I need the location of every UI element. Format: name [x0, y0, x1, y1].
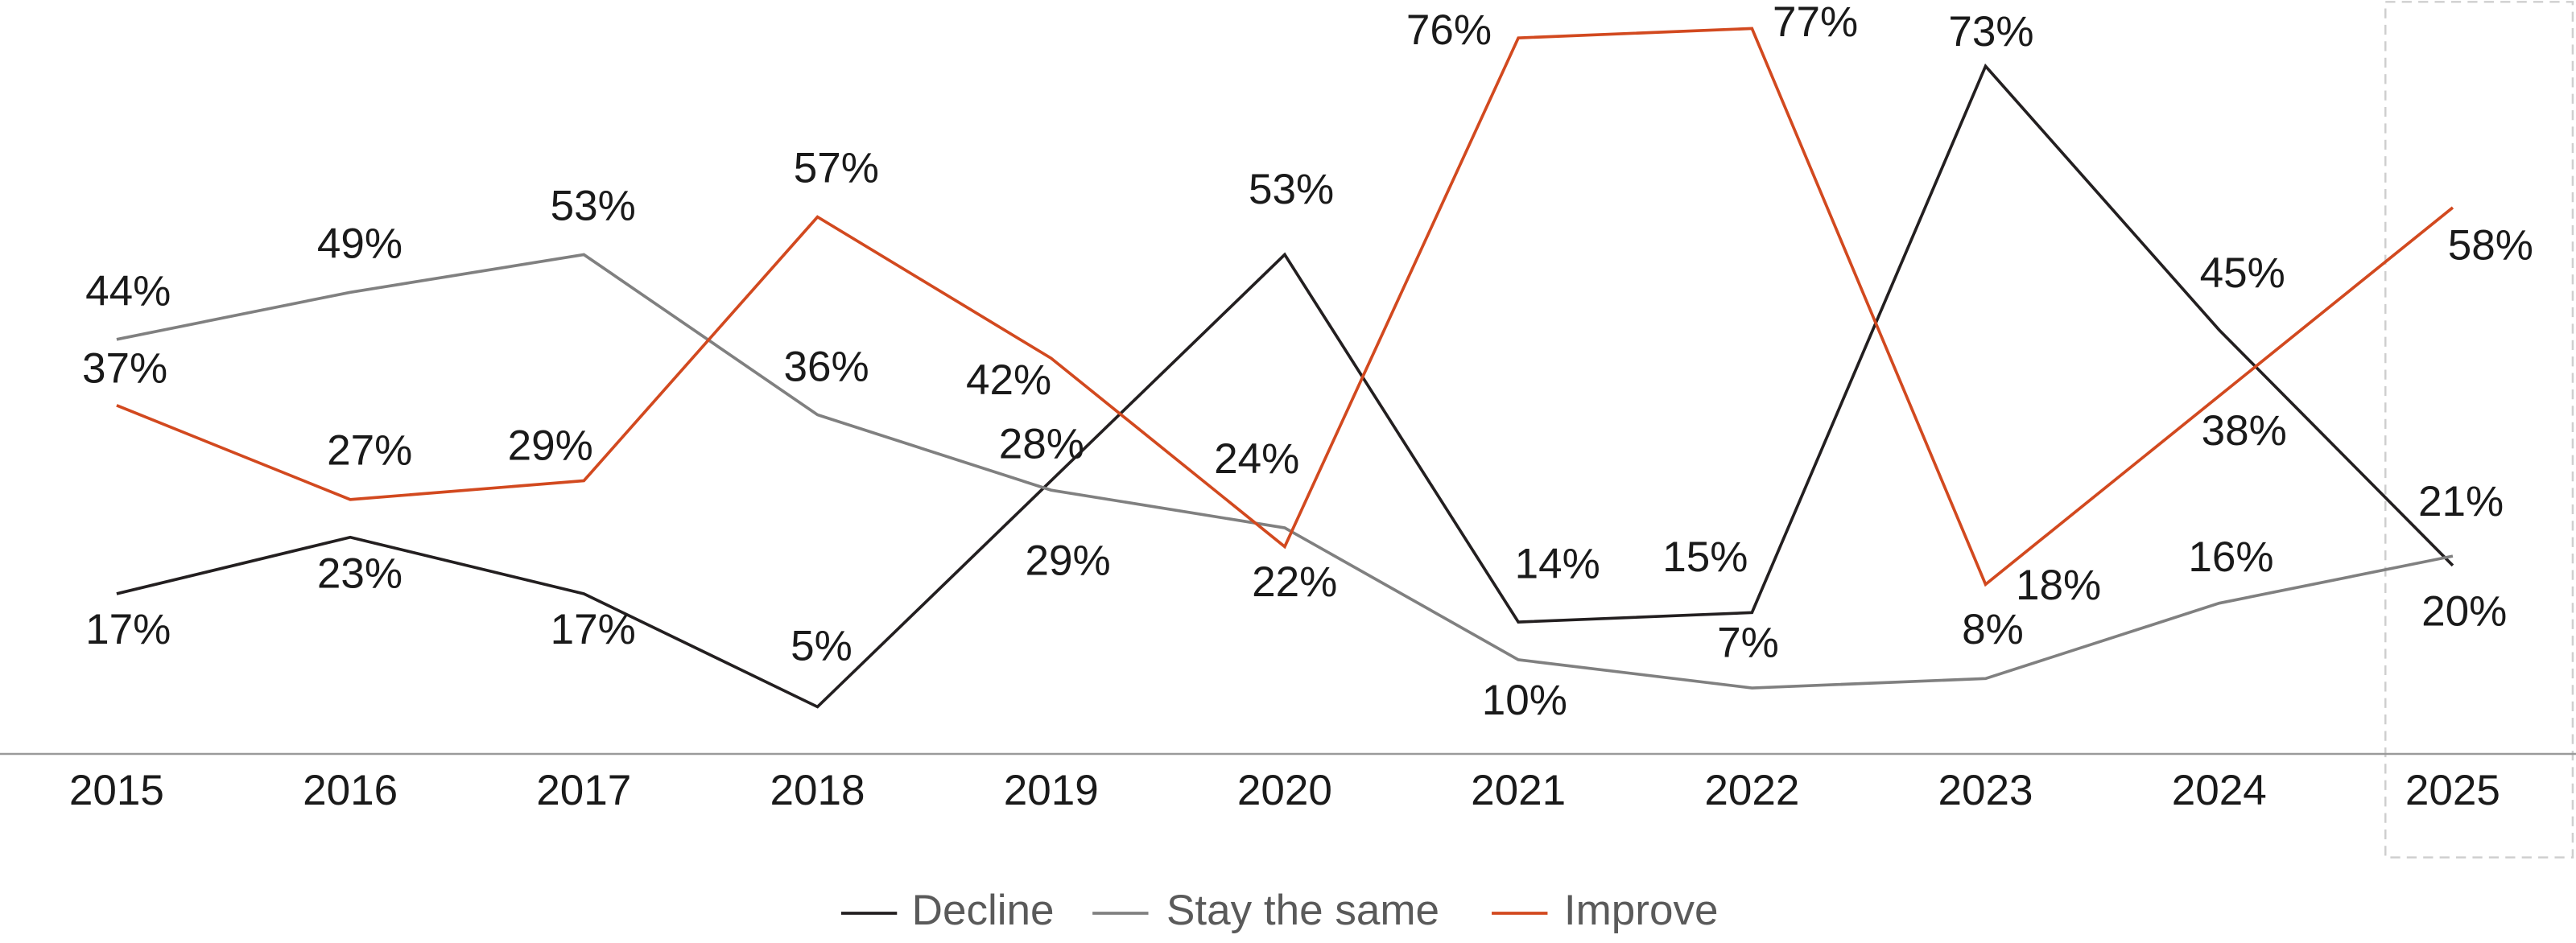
- data-label: 8%: [1962, 606, 2024, 653]
- data-label: 24%: [1214, 435, 1299, 483]
- data-label: 15%: [1662, 533, 1748, 581]
- x-tick-label: 2018: [770, 767, 865, 814]
- highlight-box: [2384, 1, 2574, 859]
- x-tick-label: 2022: [1704, 767, 1799, 814]
- x-tick-label: 2025: [2405, 767, 2500, 814]
- data-label: 16%: [2188, 533, 2273, 581]
- x-tick-label: 2017: [536, 767, 631, 814]
- data-label: 17%: [85, 606, 171, 653]
- data-label: 45%: [2200, 249, 2285, 297]
- x-tick-label: 2020: [1237, 767, 1332, 814]
- data-label: 42%: [966, 356, 1051, 404]
- data-label: 58%: [2448, 221, 2533, 269]
- data-label: 14%: [1515, 540, 1600, 587]
- x-tick-label: 2024: [2172, 767, 2267, 814]
- legend-text: Stay the same: [1166, 887, 1439, 934]
- data-label: 77%: [1773, 0, 1858, 46]
- legend-text: Decline: [912, 887, 1055, 934]
- x-tick-label: 2016: [303, 767, 398, 814]
- data-label: 7%: [1717, 619, 1779, 666]
- data-label: 29%: [1025, 537, 1110, 584]
- line-series: [116, 63, 2454, 709]
- data-label: 20%: [2421, 588, 2507, 636]
- data-label: 17%: [551, 606, 636, 653]
- legend-text: Improve: [1564, 887, 1719, 934]
- x-tick-label: 2015: [69, 767, 164, 814]
- data-label: 29%: [508, 422, 593, 469]
- data-label: 49%: [317, 220, 402, 267]
- data-label: 23%: [317, 550, 402, 598]
- data-label: 27%: [327, 427, 412, 475]
- x-tick-label: 2021: [1471, 767, 1566, 814]
- data-label: 76%: [1406, 6, 1492, 54]
- data-label: 53%: [551, 182, 636, 229]
- data-label: 53%: [1249, 166, 1334, 213]
- data-label: 57%: [794, 145, 879, 192]
- data-label: 73%: [1948, 8, 2033, 56]
- data-label: 18%: [2016, 562, 2101, 609]
- data-label: 21%: [2418, 478, 2504, 525]
- data-label: 5%: [791, 622, 852, 669]
- line-series: [116, 253, 2454, 690]
- data-label: 37%: [82, 345, 167, 393]
- x-tick-label: 2023: [1938, 767, 2033, 814]
- data-label: 44%: [85, 268, 171, 315]
- data-label: 38%: [2202, 407, 2287, 455]
- data-label: 28%: [999, 420, 1084, 467]
- data-label: 10%: [1482, 677, 1567, 724]
- line-series: [116, 27, 2454, 587]
- x-tick-label: 2019: [1004, 767, 1099, 814]
- data-label: 22%: [1252, 558, 1337, 606]
- data-label: 36%: [783, 343, 869, 390]
